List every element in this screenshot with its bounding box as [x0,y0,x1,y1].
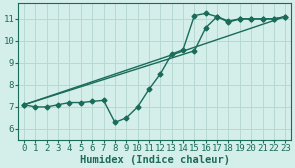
X-axis label: Humidex (Indice chaleur): Humidex (Indice chaleur) [80,155,230,164]
